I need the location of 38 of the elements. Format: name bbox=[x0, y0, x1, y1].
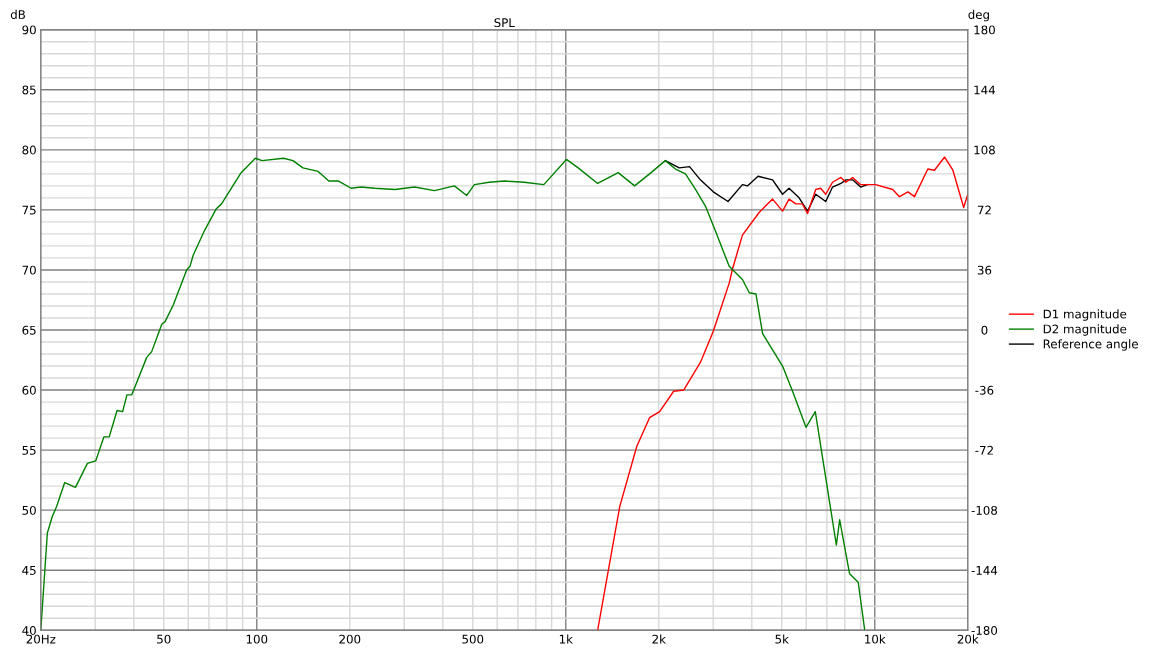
y2-tick-label: -108 bbox=[971, 505, 998, 515]
x-tick-label: 2k bbox=[652, 634, 666, 644]
x-tick-label: 50 bbox=[157, 634, 171, 644]
y-tick-label: 90 bbox=[22, 25, 36, 35]
y-axis-title: dB bbox=[10, 9, 25, 19]
x-tick-label: 100 bbox=[246, 634, 268, 644]
legend-label: Reference angle bbox=[1043, 339, 1138, 351]
x-tick-label: 5k bbox=[775, 634, 789, 644]
y2-axis-title: deg bbox=[968, 9, 989, 22]
y-tick-label: 65 bbox=[22, 325, 36, 335]
y-tick-label: 40 bbox=[22, 626, 36, 635]
y2-tick-label: -144 bbox=[971, 566, 998, 575]
y-tick-label: 80 bbox=[22, 145, 36, 155]
x-tick-label: 500 bbox=[462, 634, 484, 644]
y2-tick-label: -72 bbox=[975, 445, 993, 455]
y-tick-label: 70 bbox=[22, 265, 36, 275]
y-tick-label: 60 bbox=[22, 385, 36, 395]
legend-label: D2 magnitude bbox=[1043, 324, 1127, 336]
x-tick-label: 10k bbox=[865, 634, 886, 644]
y-tick-label: 45 bbox=[22, 566, 36, 575]
x-tick-label: 20Hz bbox=[26, 634, 56, 644]
x-tick-label: 20k bbox=[957, 634, 979, 644]
x-tick-label: 200 bbox=[339, 634, 361, 644]
y2-tick-label: 180 bbox=[974, 25, 995, 35]
chart-title: SPL bbox=[494, 18, 515, 28]
x-tick-label: 1k bbox=[559, 634, 573, 644]
y2-tick-label: 108 bbox=[974, 145, 995, 155]
y-tick-label: 85 bbox=[22, 85, 36, 95]
y2-tick-label: -180 bbox=[971, 626, 998, 635]
y-tick-label: 50 bbox=[22, 505, 36, 515]
y2-tick-label: 144 bbox=[974, 85, 996, 95]
y-tick-label: 75 bbox=[22, 205, 36, 215]
y2-tick-label: -36 bbox=[975, 385, 994, 395]
y2-tick-label: 72 bbox=[977, 205, 991, 215]
y2-tick-label: 36 bbox=[977, 265, 992, 275]
legend-label: D1 magnitude bbox=[1043, 309, 1127, 321]
y-tick-label: 55 bbox=[22, 446, 36, 455]
y2-tick-label: 0 bbox=[981, 325, 988, 335]
